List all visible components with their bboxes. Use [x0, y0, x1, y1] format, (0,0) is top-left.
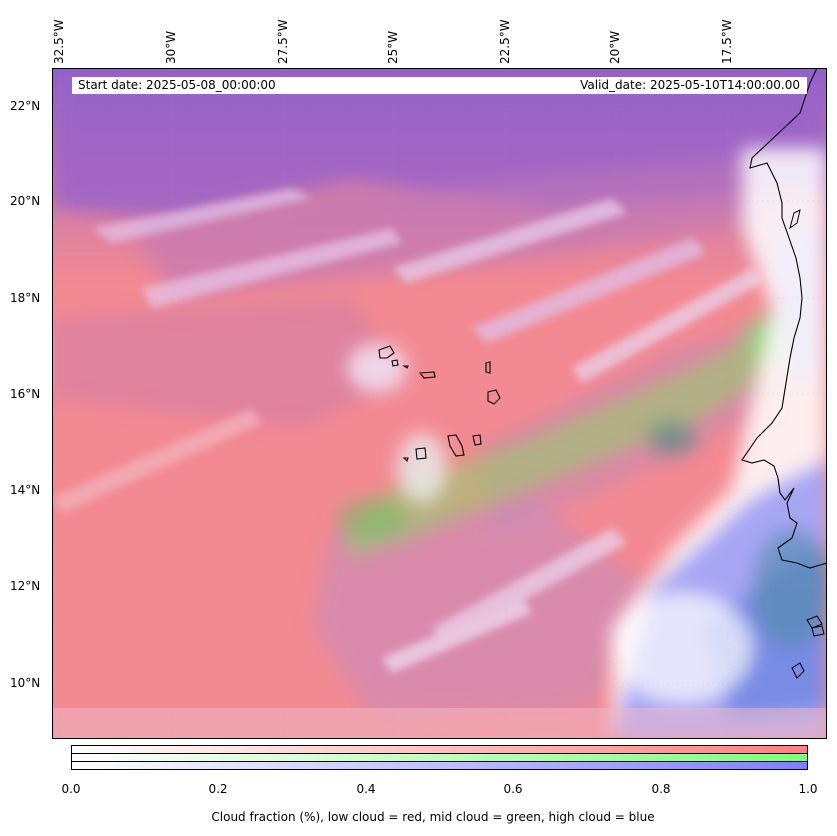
colorbar-high-cloud [71, 761, 808, 770]
lat-label-14n: 14°N [10, 483, 41, 497]
start-date-label: Start date: 2025-05-08_00:00:00 [78, 78, 276, 92]
lon-label-22-5w: 22.5°W [498, 19, 512, 64]
lon-label-25w: 25°W [386, 30, 400, 64]
colorbar-tick-1: 1.0 [798, 782, 818, 796]
colorbar-mid-cloud [71, 753, 808, 762]
date-info-box: Start date: 2025-05-08_00:00:00 Valid_da… [72, 77, 807, 94]
colorbar-tick-0-4: 0.4 [356, 782, 376, 796]
colorbar-tick-0-6: 0.6 [503, 782, 523, 796]
lat-label-18n: 18°N [10, 291, 41, 305]
colorbar-caption: Cloud fraction (%), low cloud = red, mid… [211, 810, 655, 824]
lon-label-17-5w: 17.5°W [720, 19, 734, 64]
colorbar-low-cloud [71, 745, 808, 754]
lat-label-22n: 22°N [10, 99, 41, 113]
colorbar [71, 745, 808, 770]
colorbar-tick-0-8: 0.8 [651, 782, 671, 796]
lon-label-20w: 20°W [608, 30, 622, 64]
colorbar-tick-0-2: 0.2 [208, 782, 228, 796]
cape-verde-islands [378, 345, 501, 463]
lon-label-27-5w: 27.5°W [276, 19, 290, 64]
valid-date-label: Valid_date: 2025-05-10T14:00:00.00 [580, 78, 800, 92]
lat-label-20n: 20°N [10, 194, 41, 208]
african-coastline [741, 68, 827, 569]
mid-cloud-band [342, 308, 812, 558]
lat-label-12n: 12°N [10, 579, 41, 593]
lat-label-10n: 10°N [10, 676, 41, 690]
lon-label-32-5w: 32.5°W [52, 19, 66, 64]
cloud-fraction-map [52, 68, 827, 739]
lat-label-16n: 16°N [10, 387, 41, 401]
colorbar-tick-0: 0.0 [61, 782, 81, 796]
lon-label-30w: 30°W [164, 30, 178, 64]
